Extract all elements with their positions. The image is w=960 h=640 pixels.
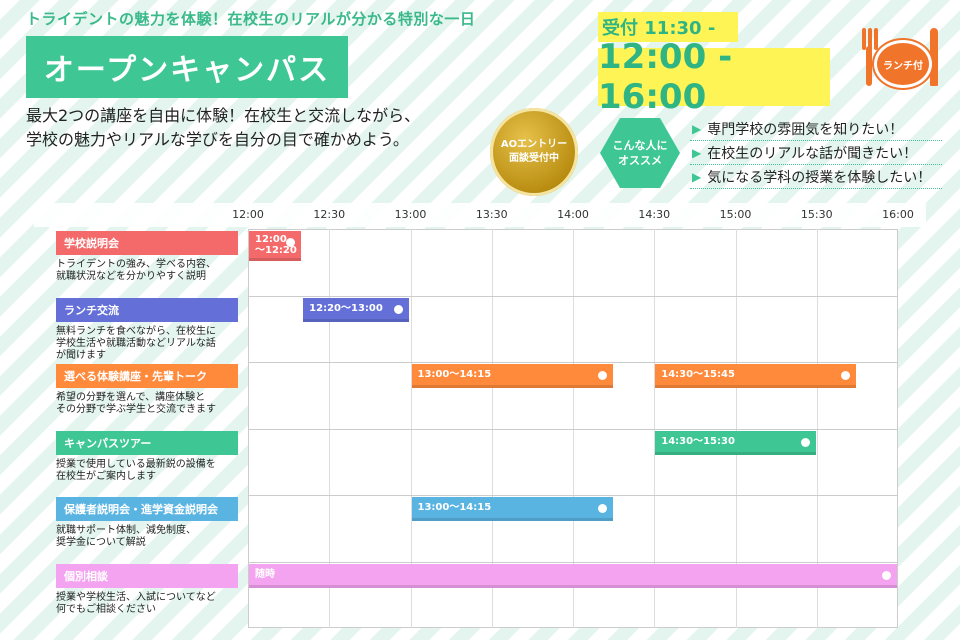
recommend-point: ▶ 気になる学科の授業を体験したい！ bbox=[690, 166, 942, 189]
time-tick: 12:30 bbox=[313, 208, 346, 221]
page-title: オープンキャンパス bbox=[26, 36, 348, 98]
session-time: 12:00 〜12:20 bbox=[255, 233, 297, 256]
recommend-point-text: 在校生のリアルな話が聞きたい！ bbox=[707, 146, 918, 162]
dot-icon bbox=[286, 238, 296, 247]
description: 最大2つの講座を自由に体験！在校生と交流しながら、 学校の魅力やリアルな学びを自… bbox=[26, 104, 420, 152]
grid-hline bbox=[248, 362, 898, 363]
ao-entry-badge: AOエントリー 面談受付中 bbox=[490, 108, 578, 196]
event-description: トライデントの強み、学べる内容、 就職状況などを分かりやすく説明 bbox=[56, 259, 252, 283]
event-label: 保護者説明会・進学資金説明会 bbox=[56, 497, 238, 521]
event-description: 就職サポート体制、減免制度、 奨学金について解説 bbox=[56, 525, 252, 549]
session-bar: 13:00〜14:15 bbox=[411, 497, 613, 521]
session-bar: 13:00〜14:15 bbox=[411, 364, 613, 388]
event-label: キャンパスツアー bbox=[56, 430, 238, 455]
event-description-line: が聞けます bbox=[56, 349, 106, 361]
session-bar: 12:20〜13:00 bbox=[303, 297, 410, 322]
recommend-point-text: 専門学校の雰囲気を知りたい！ bbox=[707, 122, 904, 138]
event-description-line: 就職サポート体制、減免制度、 bbox=[56, 525, 196, 536]
grid-hline bbox=[248, 428, 898, 430]
event-description-line: 在校生がご案内します bbox=[56, 470, 156, 482]
time-tick: 15:00 bbox=[719, 208, 752, 221]
time-tick: 14:30 bbox=[638, 208, 671, 221]
session-time: 12:20〜13:00 bbox=[309, 302, 383, 314]
event-description-line: 就職状況などを分かりやすく説明 bbox=[56, 271, 206, 282]
session-time: 13:00〜14:15 bbox=[417, 502, 492, 513]
ao-badge-line-1: AOエントリー bbox=[500, 139, 568, 150]
event-label: 個別相談 bbox=[56, 563, 238, 588]
event-description-line: 希望の分野を選んで、講座体験と bbox=[56, 392, 206, 403]
dot-icon bbox=[394, 304, 404, 314]
event-label: 学校説明会 bbox=[56, 231, 238, 255]
dot-icon bbox=[597, 504, 607, 513]
event-description-line: トライデントの強み、学べる内容、 bbox=[56, 259, 216, 270]
grid-hline bbox=[248, 561, 898, 563]
dot-icon bbox=[597, 371, 607, 380]
time-tick: 16:00 bbox=[882, 208, 914, 221]
dot-icon bbox=[841, 371, 851, 380]
event-description-line: 奨学金について解説 bbox=[56, 537, 146, 548]
event-description-line: 授業で使用している最新鋭の設備を bbox=[56, 458, 216, 470]
grid-hline bbox=[248, 495, 898, 496]
reception-time: 受付 11:30 - bbox=[598, 12, 738, 42]
grid-hline bbox=[248, 295, 898, 297]
event-description-line: 何でもご相談ください bbox=[56, 603, 156, 615]
timeline-header bbox=[34, 203, 926, 227]
event-label: 選べる体験講座・先輩トーク bbox=[56, 364, 238, 388]
ao-badge-line-2: 面談受付中 bbox=[509, 153, 559, 164]
session-time: 13:00〜14:15 bbox=[417, 369, 492, 380]
description-line-2: 学校の魅力やリアルな学びを自分の目で確かめよう。 bbox=[26, 130, 409, 149]
recommend-badge-line-1: こんな人に bbox=[612, 139, 668, 152]
lunch-badge: ランチ付 bbox=[874, 40, 932, 88]
event-description: 授業や学校生活、入試についてなど 何でもご相談ください bbox=[56, 592, 252, 616]
recommend-badge-line-2: オススメ bbox=[618, 154, 662, 167]
time-tick: 13:00 bbox=[394, 208, 427, 221]
event-label: ランチ交流 bbox=[56, 297, 238, 322]
event-hours: 12:00 - 16:00 bbox=[598, 37, 830, 117]
event-description-line: 学校生活や就職活動などリアルな話 bbox=[56, 337, 216, 349]
triangle-icon: ▶ bbox=[692, 122, 702, 136]
event-description: 無料ランチを食べながら、在校生に 学校生活や就職活動などリアルな話 が聞けます bbox=[56, 326, 252, 362]
event-description-line: 授業や学校生活、入試についてなど bbox=[56, 591, 216, 603]
recommend-point: ▶ 在校生のリアルな話が聞きたい！ bbox=[690, 142, 942, 165]
session-bar: 12:00 〜12:20 bbox=[249, 231, 302, 261]
recommend-point-text: 気になる学科の授業を体験したい！ bbox=[707, 170, 932, 186]
dot-icon bbox=[882, 570, 891, 580]
session-bar: 随時 bbox=[249, 563, 897, 588]
tagline: トライデントの魅力を体験！在校生のリアルが分かる特別な一日 bbox=[26, 10, 476, 28]
session-bar: 14:30〜15:45 bbox=[655, 364, 857, 388]
session-time: 随時 bbox=[255, 568, 275, 580]
event-description: 希望の分野を選んで、講座体験と その分野で学ぶ学生と交流できます bbox=[56, 392, 252, 416]
time-tick: 13:30 bbox=[475, 208, 508, 221]
event-description-line: その分野で学ぶ学生と交流できます bbox=[56, 404, 216, 415]
time-tick: 12:00 bbox=[232, 208, 264, 221]
session-time: 14:30〜15:45 bbox=[661, 369, 735, 380]
event-description: 授業で使用している最新鋭の設備を 在校生がご案内します bbox=[56, 459, 252, 483]
description-line-1: 最大2つの講座を自由に体験！在校生と交流しながら、 bbox=[26, 106, 421, 125]
triangle-icon: ▶ bbox=[692, 170, 702, 184]
event-description-line: 無料ランチを食べながら、在校生に bbox=[56, 325, 216, 337]
session-time: 14:30〜15:30 bbox=[661, 435, 735, 447]
time-tick: 15:30 bbox=[800, 208, 833, 221]
session-bar: 14:30〜15:30 bbox=[655, 430, 816, 455]
recommend-list: ▶ 専門学校の雰囲気を知りたい！ ▶ 在校生のリアルな話が聞きたい！ ▶ 気になる学科… bbox=[690, 118, 942, 190]
recommend-badge: こんな人に オススメ bbox=[600, 118, 680, 188]
triangle-icon: ▶ bbox=[692, 146, 702, 160]
time-tick: 14:00 bbox=[557, 208, 589, 221]
recommend-point: ▶ 専門学校の雰囲気を知りたい！ bbox=[690, 118, 942, 141]
dot-icon bbox=[800, 437, 810, 447]
